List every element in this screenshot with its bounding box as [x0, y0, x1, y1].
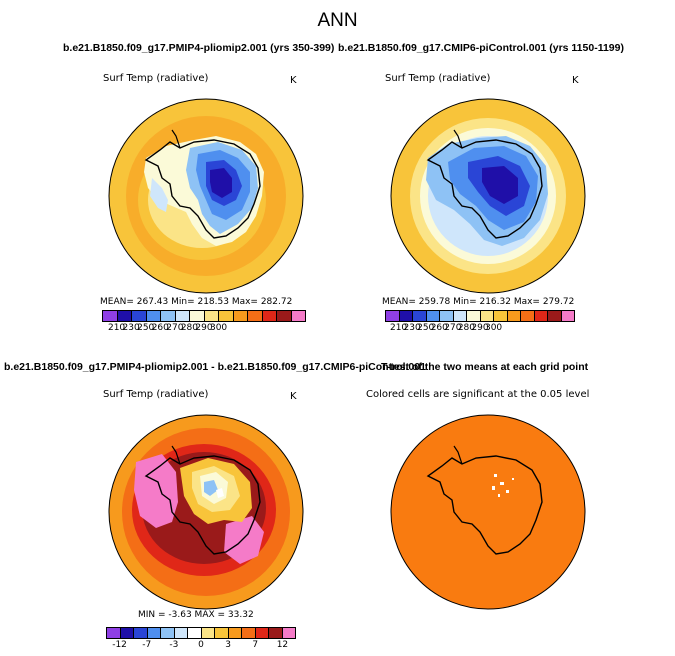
variable-label-top-right: Surf Temp (radiative) — [385, 73, 491, 84]
colorbar-cell — [242, 628, 256, 638]
colorbar-cell — [255, 628, 269, 638]
colorbar-tick-label: 300 — [209, 323, 228, 333]
colorbar-cell — [440, 311, 454, 321]
colorbar-cell — [120, 628, 134, 638]
colorbar-cell — [204, 311, 219, 321]
units-label-top-right: K — [572, 75, 579, 86]
colorbar-tick-label: 290 — [471, 323, 489, 333]
variable-label-top-left: Surf Temp (radiative) — [103, 73, 209, 84]
colorbar-cell — [282, 628, 295, 638]
significance-note: Colored cells are significant at the 0.0… — [366, 389, 590, 400]
colorbar-cell — [467, 311, 481, 321]
polar-map-top-right — [390, 98, 586, 294]
colorbar-tick-label: -12 — [112, 640, 127, 650]
colorbar-tick-label: 300 — [484, 323, 503, 333]
colorbar-tick-label: 7 — [252, 640, 259, 650]
colorbar-cell — [174, 628, 188, 638]
colorbar-cell — [534, 311, 548, 321]
colorbar-tick-label: -7 — [142, 640, 152, 650]
case-title-top-right: b.e21.B1850.f09_g17.CMIP6-piControl.001 … — [338, 42, 624, 54]
colorbar-cell — [190, 311, 205, 321]
colorbar-cell — [399, 311, 413, 321]
colorbar-cell — [453, 311, 467, 321]
colorbar-top-left: 210 230 250 260 270 280 290 300 — [102, 310, 306, 334]
colorbar-cell — [147, 628, 161, 638]
colorbar-cell — [277, 311, 292, 321]
variable-label-bottom-left: Surf Temp (radiative) — [103, 389, 209, 400]
colorbar-cell — [233, 311, 248, 321]
colorbar-cell — [228, 628, 242, 638]
colorbar-tick-label: 230 — [122, 323, 140, 333]
colorbar-tick-label: 210 — [389, 323, 408, 333]
colorbar-cell — [117, 311, 132, 321]
colorbar-cell — [161, 311, 176, 321]
colorbar-cell — [132, 311, 147, 321]
colorbar-cell — [219, 311, 234, 321]
colorbar-tick-label: 270 — [444, 323, 462, 333]
colorbar-tick-label: -3 — [169, 640, 179, 650]
colorbar-bottom-left: -12 -7 -3 0 3 7 12 — [106, 627, 296, 651]
colorbar-tick-label: 290 — [195, 323, 213, 333]
colorbar-cell — [248, 311, 263, 321]
stats-top-left: MEAN= 267.43 Min= 218.53 Max= 282.72 — [100, 297, 293, 307]
colorbar-cell — [413, 311, 427, 321]
stats-top-right: MEAN= 259.78 Min= 216.32 Max= 279.72 — [382, 297, 575, 307]
colorbar-cell — [561, 311, 574, 321]
colorbar-cell — [188, 628, 202, 638]
colorbar-tick-label: 3 — [225, 640, 232, 650]
colorbar-tick-label: 230 — [403, 323, 421, 333]
colorbar-tick-label: 260 — [430, 323, 448, 333]
colorbar-tick-label: 280 — [180, 323, 199, 333]
colorbar-top-right: 210 230 250 260 270 280 290 300 — [385, 310, 575, 334]
colorbar-cell — [175, 311, 190, 321]
colorbar-cell — [480, 311, 494, 321]
polar-map-bottom-right — [390, 414, 586, 610]
colorbar-cell — [134, 628, 148, 638]
case-title-top-left: b.e21.B1850.f09_g17.PMIP4-pliomip2.001 (… — [63, 42, 335, 54]
colorbar-cell — [146, 311, 161, 321]
polar-map-bottom-left — [108, 414, 304, 610]
page-title: ANN — [317, 10, 358, 31]
colorbar-cell — [386, 311, 400, 321]
colorbar-cell — [521, 311, 535, 321]
colorbar-tick-label: 280 — [457, 323, 476, 333]
colorbar-cell — [426, 311, 440, 321]
colorbar-cell — [548, 311, 562, 321]
colorbar-tick-label: 0 — [198, 640, 204, 650]
colorbar-tick-label: 270 — [166, 323, 184, 333]
colorbar-cell — [291, 311, 305, 321]
colorbar-cell — [269, 628, 283, 638]
colorbar-tick-label: 12 — [276, 640, 289, 650]
colorbar-cell — [161, 628, 175, 638]
colorbar-cell — [103, 311, 118, 321]
colorbar-cell — [201, 628, 215, 638]
colorbar-cell — [507, 311, 521, 321]
units-label-top-left: K — [290, 75, 297, 86]
colorbar-tick-label: 260 — [151, 323, 169, 333]
colorbar-tick-label: 210 — [107, 323, 126, 333]
case-title-bottom-right: T-test of the two means at each grid poi… — [381, 361, 589, 373]
colorbar-cell — [494, 311, 508, 321]
polar-map-top-left — [108, 98, 304, 294]
colorbar-cell — [215, 628, 229, 638]
colorbar-cell — [262, 311, 277, 321]
colorbar-tick-label: 250 — [417, 323, 435, 333]
stats-bottom-left: MIN = -3.63 MAX = 33.32 — [138, 610, 254, 620]
units-label-bottom-left: K — [290, 391, 297, 402]
colorbar-tick-label: 250 — [137, 323, 155, 333]
case-title-bottom-left: b.e21.B1850.f09_g17.PMIP4-pliomip2.001 -… — [4, 361, 426, 373]
colorbar-cell — [107, 628, 121, 638]
